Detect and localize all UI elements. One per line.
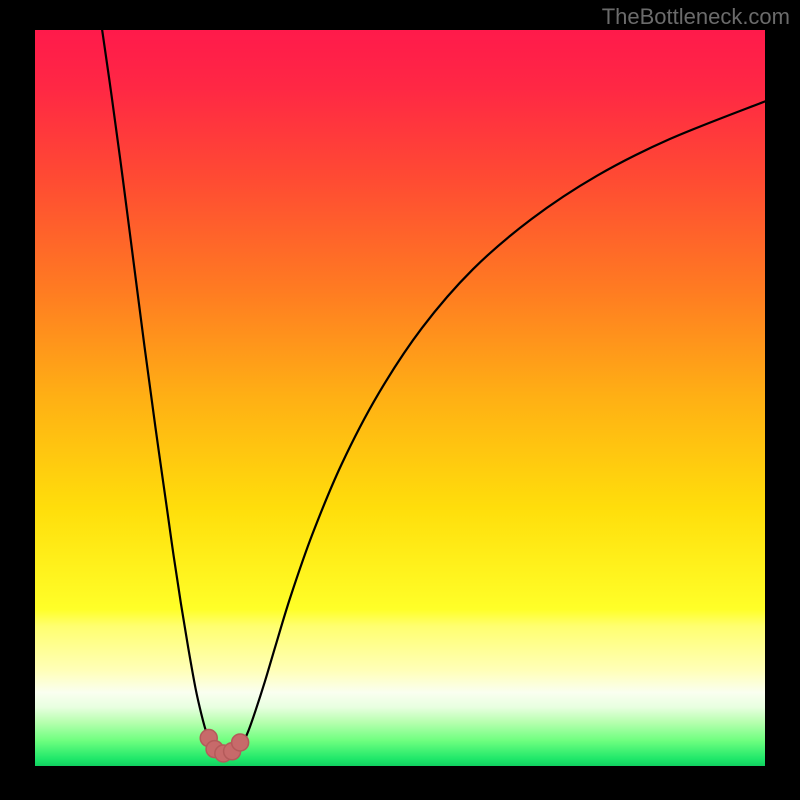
valley-marker-4: [232, 734, 249, 751]
chart-svg: [0, 0, 800, 800]
chart-root: TheBottleneck.com: [0, 0, 800, 800]
watermark-text: TheBottleneck.com: [602, 4, 790, 30]
chart-plot-area: [35, 30, 765, 766]
